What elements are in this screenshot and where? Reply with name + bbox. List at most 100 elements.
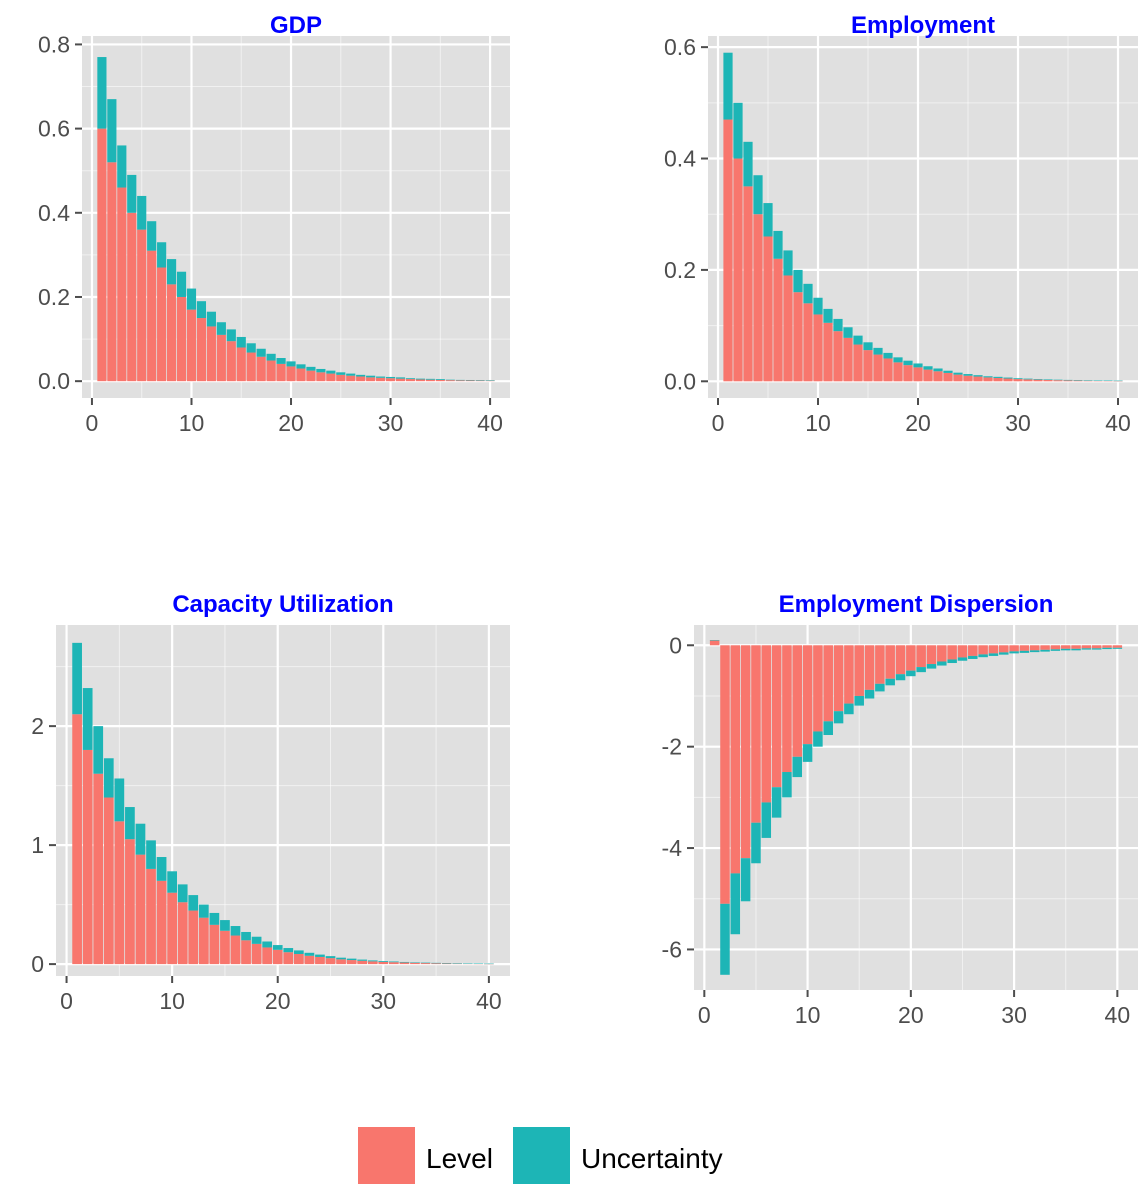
- bar-uncertainty: [793, 269, 803, 293]
- bar-level: [1093, 380, 1103, 382]
- bar-uncertainty: [1093, 380, 1103, 381]
- bar-level: [844, 645, 854, 704]
- bar-uncertainty: [763, 203, 773, 237]
- bar-uncertainty: [1033, 379, 1043, 380]
- bar-level: [885, 645, 895, 679]
- y-tick-label: -6: [662, 936, 682, 962]
- bar-uncertainty: [389, 961, 399, 963]
- bar-uncertainty: [875, 683, 885, 692]
- bar-level: [196, 318, 207, 382]
- x-tick-label: 20: [265, 988, 291, 1014]
- bar-uncertainty: [147, 221, 157, 251]
- bar-level: [306, 370, 316, 382]
- bar-uncertainty: [1053, 379, 1063, 381]
- bar-uncertainty: [926, 664, 937, 669]
- bar-uncertainty: [1050, 649, 1061, 651]
- bar-uncertainty: [916, 667, 926, 673]
- bar-uncertainty: [266, 353, 276, 361]
- bar-level: [813, 645, 823, 732]
- bar-uncertainty: [740, 858, 751, 902]
- bar-uncertainty: [1091, 648, 1102, 650]
- x-tick-label: 40: [477, 410, 503, 436]
- bar-level: [316, 372, 326, 382]
- bar-level: [947, 645, 957, 660]
- bar-uncertainty: [933, 368, 943, 372]
- y-tick-label: 0: [31, 951, 44, 977]
- bar-uncertainty: [988, 653, 999, 656]
- bar-uncertainty: [452, 963, 463, 964]
- bar-level: [1081, 645, 1092, 649]
- bar-uncertainty: [823, 308, 833, 323]
- bar-uncertainty: [723, 52, 733, 120]
- bar-uncertainty: [230, 926, 241, 936]
- bar-level: [296, 368, 306, 382]
- bar-uncertainty: [773, 230, 783, 259]
- bar-level: [743, 186, 753, 382]
- bar-level: [220, 930, 230, 965]
- x-tick-label: 40: [476, 988, 502, 1014]
- bar-level: [272, 949, 283, 965]
- bar-uncertainty: [420, 962, 431, 964]
- bar-uncertainty: [262, 941, 273, 948]
- bar-level: [1050, 645, 1061, 650]
- bar-level: [276, 363, 286, 382]
- panel-employment: 0 10 20 30 40 0.0 0.2 0.4 0.6 Employment: [664, 12, 1138, 436]
- y-tick-label: 0.8: [38, 31, 70, 57]
- bar-uncertainty: [1023, 378, 1033, 380]
- panel-title: Capacity Utilization: [172, 591, 393, 618]
- bar-level: [864, 645, 875, 690]
- bar-uncertainty: [346, 373, 356, 376]
- bar-uncertainty: [771, 787, 782, 818]
- bar-uncertainty: [251, 936, 262, 944]
- bar-uncertainty: [973, 375, 983, 377]
- bar-level: [485, 380, 495, 382]
- bar-level: [107, 162, 117, 382]
- x-tick-label: 20: [278, 410, 304, 436]
- bar-uncertainty: [435, 379, 445, 380]
- bar-uncertainty: [410, 962, 420, 963]
- bar-uncertainty: [125, 807, 135, 840]
- bar-level: [293, 953, 304, 965]
- x-tick-label: 30: [1005, 410, 1031, 436]
- x-tick-label: 30: [378, 410, 404, 436]
- bar-level: [933, 371, 943, 382]
- bar-uncertainty: [157, 242, 167, 268]
- y-tick-label: 0: [669, 632, 682, 658]
- bar-level: [425, 379, 435, 382]
- bar-uncertainty: [963, 374, 973, 376]
- bar-level: [751, 645, 761, 823]
- bar-uncertainty: [135, 823, 146, 855]
- bar-uncertainty: [903, 360, 913, 366]
- bar-uncertainty: [325, 956, 336, 959]
- bar-uncertainty: [425, 378, 435, 380]
- bar-level: [389, 962, 399, 965]
- bar-uncertainty: [1013, 378, 1023, 380]
- bar-uncertainty: [146, 840, 156, 869]
- bar-level: [792, 645, 803, 757]
- bar-uncertainty: [906, 670, 916, 677]
- x-tick-label: 10: [805, 410, 831, 436]
- bar-uncertainty: [730, 873, 741, 935]
- bar-level: [1053, 380, 1063, 382]
- bar-level: [147, 250, 157, 382]
- bar-uncertainty: [198, 904, 209, 918]
- bar-level: [177, 902, 188, 965]
- bar-level: [983, 377, 993, 382]
- bar-uncertainty: [127, 174, 137, 213]
- bar-level: [740, 645, 751, 859]
- bar-level: [420, 963, 431, 965]
- bar-uncertainty: [802, 744, 813, 762]
- bar-uncertainty: [415, 378, 425, 380]
- bar-level: [97, 128, 107, 382]
- bar-level: [1083, 380, 1093, 382]
- bar-level: [730, 645, 741, 874]
- bar-level: [903, 365, 913, 382]
- bar-uncertainty: [114, 778, 125, 822]
- y-tick-label: 0.4: [664, 146, 696, 172]
- bar-level: [114, 821, 125, 965]
- bar-uncertainty: [455, 379, 465, 381]
- legend-key-level: [358, 1127, 415, 1184]
- bar-level: [117, 187, 127, 382]
